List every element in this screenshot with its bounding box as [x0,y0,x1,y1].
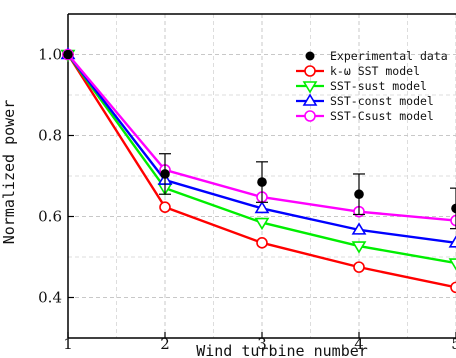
experimental-point [257,177,267,187]
series-point [351,241,367,254]
series-point [159,201,171,213]
experimental-point [160,169,170,179]
series-point [448,235,456,248]
experimental-point [354,189,364,200]
series-point [256,237,268,249]
legend-label: SST-sust model [330,79,427,93]
x-tick-label: 2 [160,335,170,353]
y-axis-label: Normalized power [0,100,18,245]
legend-item: SST-Csust model [296,109,434,123]
legend-item: k-ω SST model [296,64,420,78]
x-tick-label: 5 [451,335,456,353]
legend-swatch-marker [302,93,318,106]
y-tick-label: 1.0 [38,46,62,64]
series-point [450,214,456,227]
legend-label: k-ω SST model [330,64,420,78]
axes: 0.4 0.6 0.8 1.0 1 2 3 4 5 [38,13,456,353]
experimental-layer [63,49,456,230]
series-point [254,217,270,231]
legend-label: SST-Csust model [330,109,434,123]
legend-item: SST-const model [296,93,434,108]
series-point [351,222,367,235]
y-tick-label: 0.6 [38,208,62,226]
y-tick-label: 0.8 [38,127,62,145]
legend-swatch [305,51,315,61]
series-point [450,281,456,294]
x-tick-label: 3 [257,335,267,353]
series-point [448,258,456,271]
legend-item: Experimental data [305,49,448,63]
x-axis-label: Wind turbine number [196,342,368,358]
experimental-point [63,49,73,60]
x-tick-label: 1 [63,335,73,353]
legend-swatch-marker [304,65,316,77]
series-point [254,200,270,214]
experimental-point [451,203,456,214]
x-tick-label: 4 [354,335,364,353]
legend-swatch-marker [302,81,318,94]
legend-item: SST-sust model [296,79,427,94]
legend-label: Experimental data [330,49,448,63]
legend-label: SST-const model [330,94,434,108]
series-point [353,261,365,273]
legend-swatch-marker [304,110,316,122]
y-tick-label: 0.4 [38,289,62,307]
